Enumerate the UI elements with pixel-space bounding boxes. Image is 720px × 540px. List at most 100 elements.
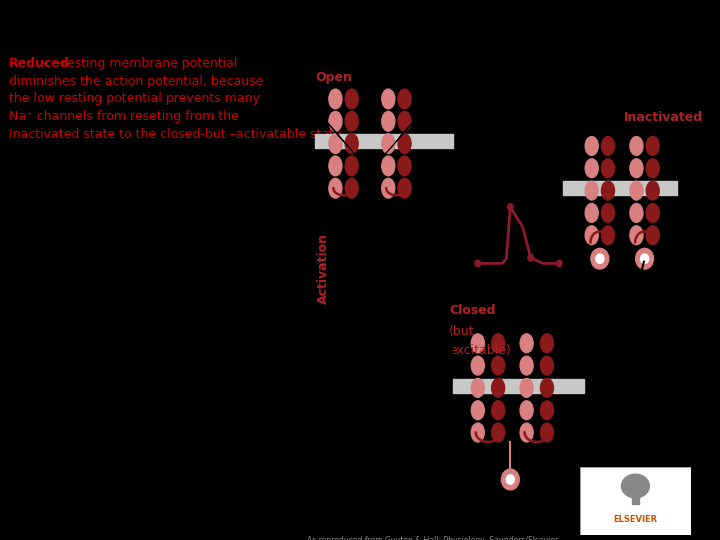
Text: ELSEVIER: ELSEVIER xyxy=(613,515,657,524)
Text: Na: Na xyxy=(388,64,405,77)
Text: resting membrane potential: resting membrane potential xyxy=(58,57,238,70)
Ellipse shape xyxy=(541,334,554,353)
Ellipse shape xyxy=(492,356,505,375)
Ellipse shape xyxy=(398,178,411,198)
Ellipse shape xyxy=(541,379,554,397)
Ellipse shape xyxy=(601,137,614,156)
Ellipse shape xyxy=(345,134,358,153)
Ellipse shape xyxy=(329,178,342,198)
Ellipse shape xyxy=(585,226,598,245)
Ellipse shape xyxy=(398,111,411,131)
Text: (but: (but xyxy=(449,325,474,338)
Circle shape xyxy=(506,475,514,484)
Bar xyxy=(315,134,454,149)
Text: Inactivated state to the closed-but –activatable state: Inactivated state to the closed-but –act… xyxy=(9,128,342,141)
Ellipse shape xyxy=(601,181,614,200)
Ellipse shape xyxy=(472,356,485,375)
Text: S₄ loop: S₄ loop xyxy=(588,409,624,419)
Ellipse shape xyxy=(329,156,342,176)
Ellipse shape xyxy=(398,156,411,176)
Ellipse shape xyxy=(585,137,598,156)
Text: diminishes the action potential, because: diminishes the action potential, because xyxy=(9,75,264,87)
Text: Open: Open xyxy=(315,71,352,84)
Text: Closed: Closed xyxy=(449,304,496,317)
Ellipse shape xyxy=(329,134,342,153)
Ellipse shape xyxy=(382,111,395,131)
Ellipse shape xyxy=(520,356,533,375)
Text: gate (III–IV linker): gate (III–IV linker) xyxy=(508,515,594,524)
Ellipse shape xyxy=(398,89,411,109)
Ellipse shape xyxy=(585,159,598,178)
Ellipse shape xyxy=(647,181,660,200)
Ellipse shape xyxy=(382,89,395,109)
Ellipse shape xyxy=(647,137,660,156)
Text: −: − xyxy=(554,155,564,165)
Text: Activation gate: Activation gate xyxy=(452,496,536,505)
Text: excitable): excitable) xyxy=(449,344,511,357)
Ellipse shape xyxy=(382,178,395,198)
Ellipse shape xyxy=(382,156,395,176)
Ellipse shape xyxy=(520,379,533,397)
Ellipse shape xyxy=(472,334,485,353)
Ellipse shape xyxy=(585,181,598,200)
Bar xyxy=(563,181,677,195)
Ellipse shape xyxy=(630,137,643,156)
Ellipse shape xyxy=(329,111,342,131)
Circle shape xyxy=(501,469,519,490)
Circle shape xyxy=(475,260,481,267)
Ellipse shape xyxy=(541,356,554,375)
Circle shape xyxy=(636,248,654,269)
Ellipse shape xyxy=(520,334,533,353)
Ellipse shape xyxy=(601,226,614,245)
Ellipse shape xyxy=(647,204,660,222)
Ellipse shape xyxy=(345,178,358,198)
Text: region, P loop (H5): region, P loop (H5) xyxy=(588,367,685,376)
Ellipse shape xyxy=(630,181,643,200)
Text: Ion-selective: Ion-selective xyxy=(588,350,654,360)
Ellipse shape xyxy=(345,89,358,109)
Bar xyxy=(454,379,584,393)
Text: (S6 loops): (S6 loops) xyxy=(469,515,518,524)
Text: +: + xyxy=(407,63,413,71)
Circle shape xyxy=(528,254,534,261)
Ellipse shape xyxy=(345,156,358,176)
Ellipse shape xyxy=(601,204,614,222)
Text: +: + xyxy=(554,214,564,228)
Ellipse shape xyxy=(492,423,505,442)
Ellipse shape xyxy=(647,226,660,245)
Ellipse shape xyxy=(472,401,485,420)
Ellipse shape xyxy=(492,401,505,420)
Text: Activation: Activation xyxy=(317,233,330,303)
Ellipse shape xyxy=(630,159,643,178)
Ellipse shape xyxy=(492,379,505,397)
Text: −: − xyxy=(445,409,454,419)
Text: Inactivated: Inactivated xyxy=(624,111,703,124)
Circle shape xyxy=(591,248,609,269)
Ellipse shape xyxy=(621,474,649,498)
Ellipse shape xyxy=(382,134,395,153)
Circle shape xyxy=(595,254,604,264)
Ellipse shape xyxy=(630,226,643,245)
Ellipse shape xyxy=(345,111,358,131)
Text: +: + xyxy=(307,165,318,178)
Text: As reproduced from Guyton & Hall: Physiology, Saunders/Elsevier.: As reproduced from Guyton & Hall: Physio… xyxy=(307,536,560,540)
Ellipse shape xyxy=(472,423,485,442)
Text: Na⁺ channels from reseting from the: Na⁺ channels from reseting from the xyxy=(9,110,239,123)
Text: −: − xyxy=(308,106,318,116)
Text: +: + xyxy=(444,346,454,359)
Ellipse shape xyxy=(520,401,533,420)
Circle shape xyxy=(557,260,562,267)
Ellipse shape xyxy=(601,159,614,178)
Ellipse shape xyxy=(520,423,533,442)
Ellipse shape xyxy=(541,423,554,442)
Text: Voltage-sensitive: Voltage-sensitive xyxy=(588,390,678,400)
Ellipse shape xyxy=(492,334,505,353)
Ellipse shape xyxy=(472,379,485,397)
Bar xyxy=(632,487,639,504)
Ellipse shape xyxy=(329,89,342,109)
Ellipse shape xyxy=(630,204,643,222)
Text: Inactivation: Inactivation xyxy=(518,496,584,505)
Ellipse shape xyxy=(647,159,660,178)
Text: the low resting potential prevents many: the low resting potential prevents many xyxy=(9,92,260,105)
Circle shape xyxy=(641,254,649,264)
